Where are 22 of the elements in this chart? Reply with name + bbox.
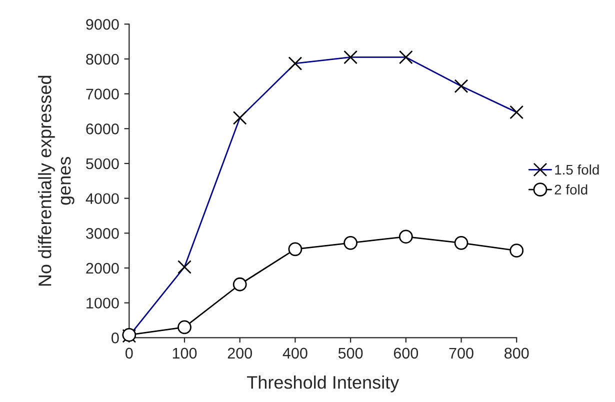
y-tick-label: 4000 bbox=[86, 193, 119, 204]
x-axis-title: Threshold Intensity bbox=[247, 376, 400, 392]
y-tick-label: 5000 bbox=[86, 158, 119, 170]
y-tick-label: 3000 bbox=[86, 228, 119, 239]
x-tick-label: 400 bbox=[282, 348, 308, 359]
x-tick-label: 700 bbox=[449, 348, 474, 359]
y-tick-label: 6000 bbox=[86, 124, 119, 134]
y-tick-label: 2000 bbox=[86, 262, 119, 274]
legend-label: 2 fold bbox=[554, 184, 588, 195]
x-tick-label: 100 bbox=[172, 348, 197, 359]
y-tick-label: 7000 bbox=[86, 88, 119, 100]
y-tick-label: 9000 bbox=[86, 18, 119, 30]
y-tick-label: 0 bbox=[112, 332, 119, 344]
x-tick-label: 600 bbox=[394, 348, 418, 359]
y-tick-label: 8000 bbox=[86, 54, 119, 65]
x-tick-label: 0 bbox=[126, 348, 133, 359]
legend-label: 1.5 fold bbox=[555, 164, 599, 175]
x-tick-label: 800 bbox=[504, 348, 529, 359]
y-axis-title: No differentially expressed genes bbox=[38, 76, 74, 286]
x-tick-label: 500 bbox=[338, 348, 363, 359]
x-tick-label: 200 bbox=[228, 348, 252, 359]
y-tick-label: 1000 bbox=[86, 298, 119, 309]
